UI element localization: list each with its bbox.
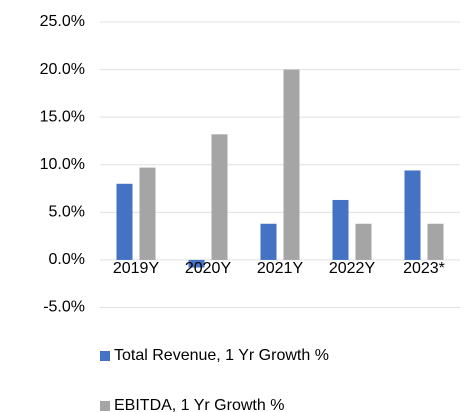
x-tick-label: 2021Y [257, 260, 304, 277]
y-tick-label: 10.0% [40, 156, 85, 173]
bar [211, 134, 228, 260]
y-tick-label: 25.0% [40, 13, 85, 30]
x-tick-label: 2020Y [185, 260, 232, 277]
legend-label: EBITDA, 1 Yr Growth % [114, 397, 284, 412]
y-tick-label: 15.0% [40, 108, 85, 125]
legend-swatch [100, 351, 110, 361]
bar [139, 167, 156, 260]
x-tick-label: 2023* [403, 260, 445, 277]
bar [355, 223, 372, 260]
y-tick-label: -5.0% [43, 299, 85, 316]
legend-label: Total Revenue, 1 Yr Growth % [114, 347, 329, 364]
x-tick-label: 2022Y [329, 260, 376, 277]
bar [260, 223, 277, 260]
bar [332, 199, 349, 260]
legend-swatch [100, 401, 110, 411]
bar [188, 259, 205, 268]
bar [427, 223, 444, 260]
y-tick-label: 0.0% [49, 251, 85, 268]
bar [283, 69, 300, 260]
y-tick-label: 5.0% [49, 204, 85, 221]
bar [116, 183, 133, 260]
x-tick-label: 2019Y [113, 260, 160, 277]
bar [404, 170, 421, 260]
y-tick-label: 20.0% [40, 61, 85, 78]
